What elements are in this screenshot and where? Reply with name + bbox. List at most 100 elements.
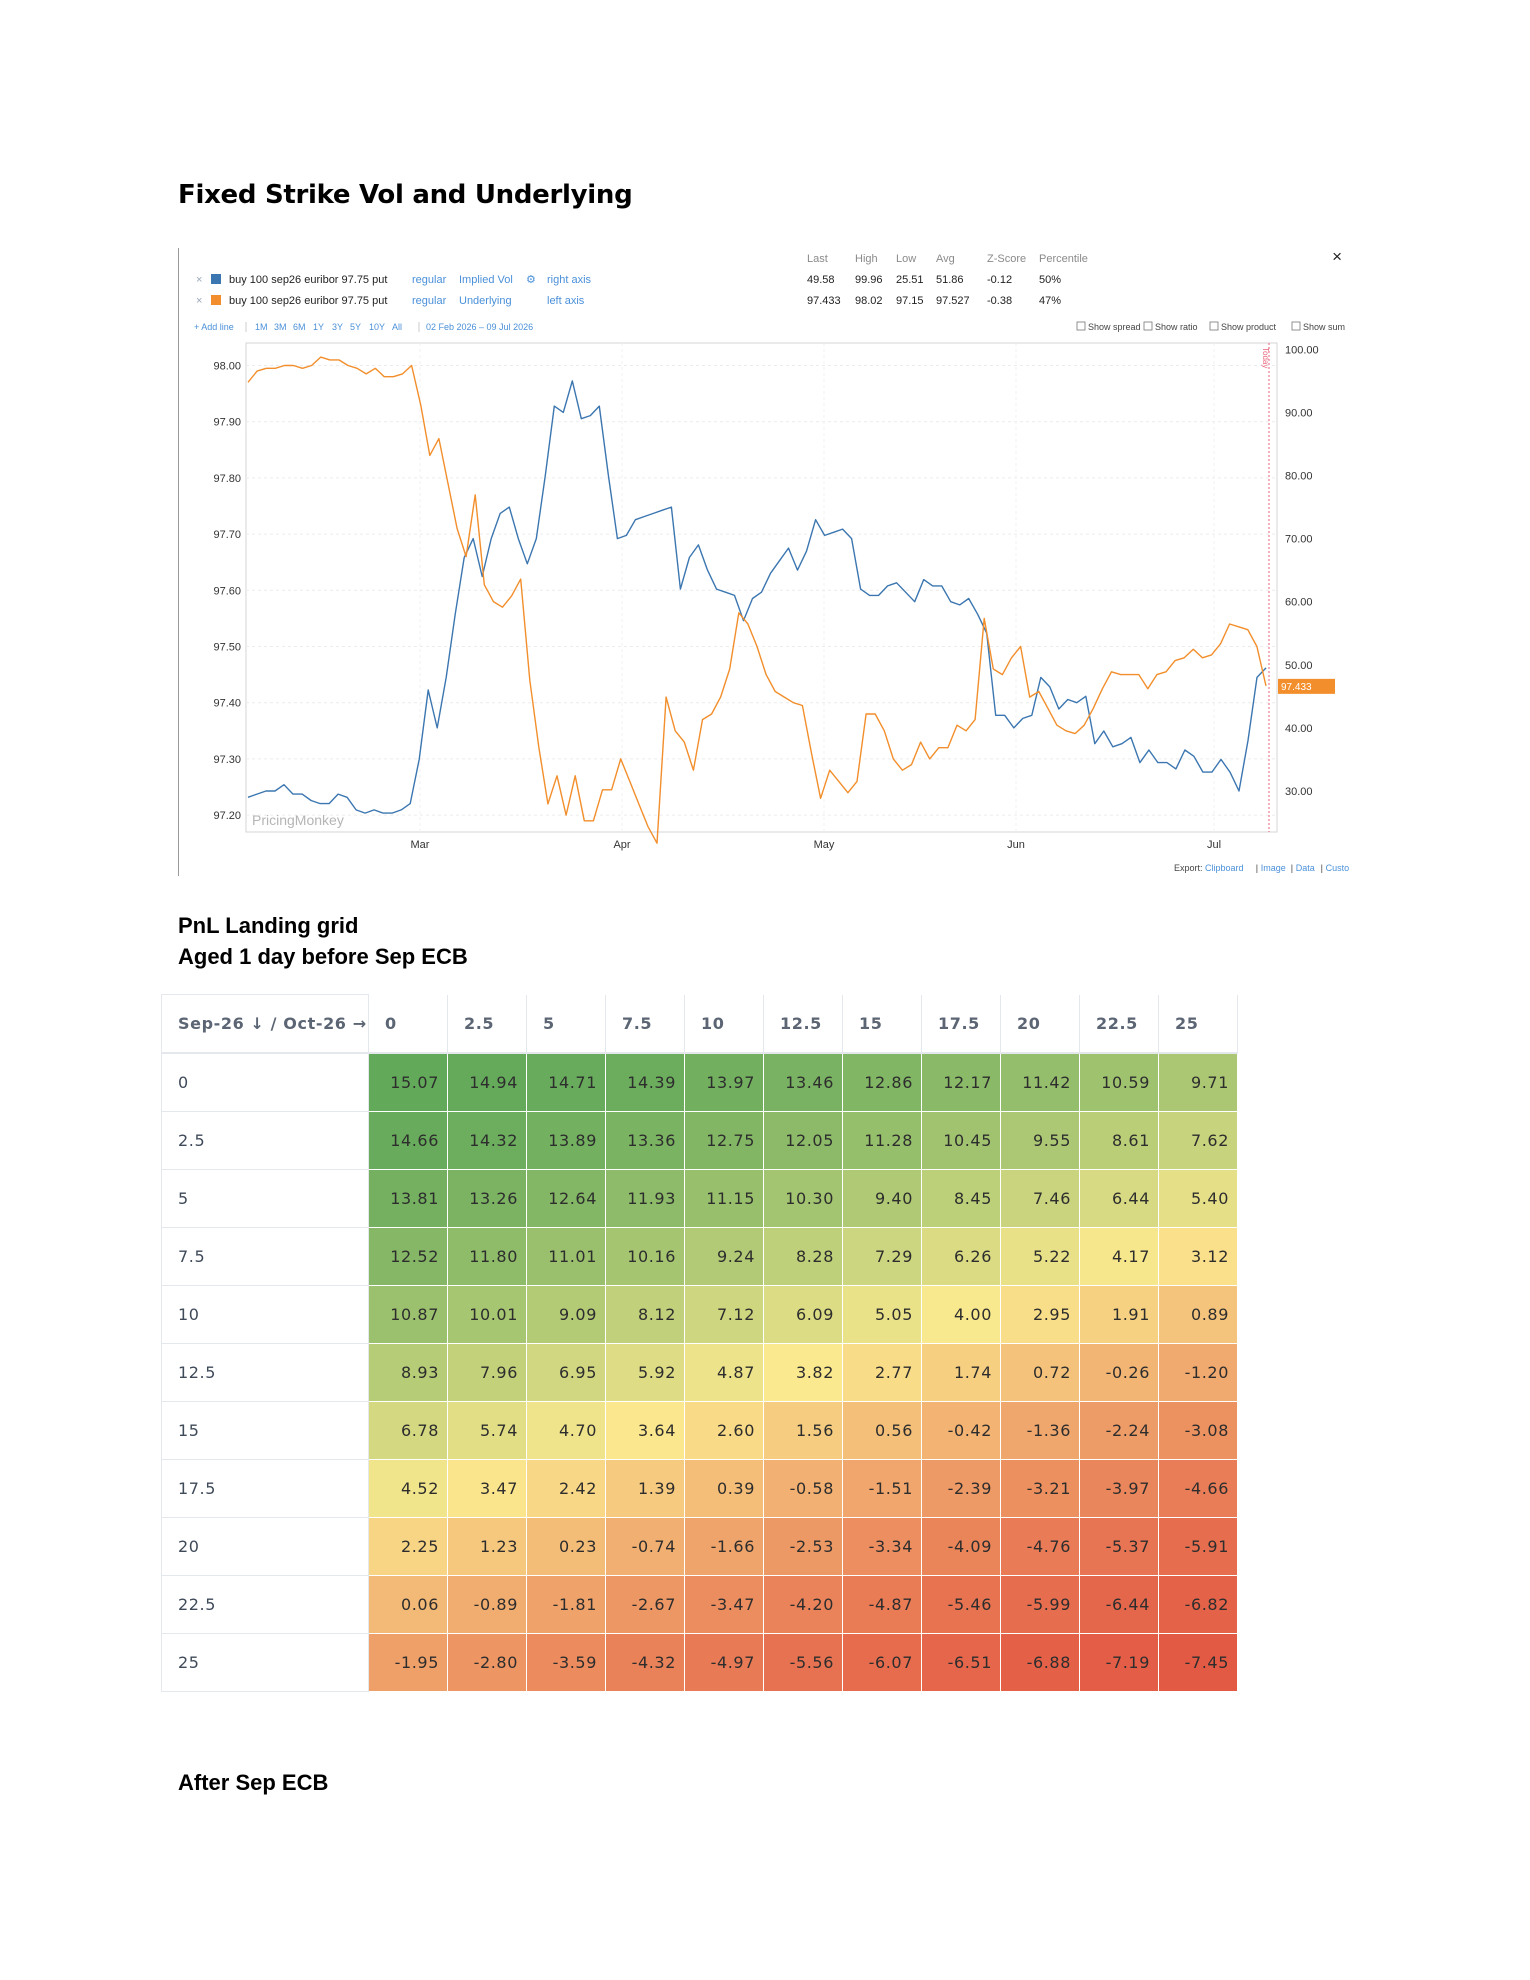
grid-cell: 14.32 (447, 1111, 527, 1170)
grid-cell: 0.72 (1000, 1343, 1080, 1402)
export-link-clipboard[interactable]: Clipboard (1205, 863, 1244, 873)
grid-cell: -1.20 (1158, 1343, 1238, 1402)
grid-cell: -3.08 (1158, 1401, 1238, 1460)
series-axis-link[interactable]: right axis (547, 274, 592, 286)
grid-cell: 13.97 (684, 1053, 764, 1112)
grid-column-header: 5 (526, 994, 606, 1054)
grid-cell: 7.62 (1158, 1111, 1238, 1170)
grid-column-header: 2.5 (447, 994, 527, 1054)
grid-cell: 5.22 (1000, 1227, 1080, 1286)
checkbox-show-spread[interactable] (1076, 321, 1086, 331)
range-button-10y[interactable]: 10Y (369, 322, 385, 332)
grid-column-header: 15 (842, 994, 922, 1054)
grid-cell: -4.97 (684, 1633, 764, 1692)
range-button-1m[interactable]: 1M (255, 322, 268, 332)
series-stat-value: 97.15 (896, 295, 924, 307)
grid-cell: -0.89 (447, 1575, 527, 1634)
grid-cell: 10.45 (921, 1111, 1001, 1170)
grid-cell: 13.89 (526, 1111, 606, 1170)
range-button-all[interactable]: All (392, 322, 402, 332)
section-title-after-ecb: After Sep ECB (178, 1770, 329, 1795)
export-link-image[interactable]: Image (1261, 863, 1286, 873)
range-button-6m[interactable]: 6M (293, 322, 306, 332)
range-button-3y[interactable]: 3Y (332, 322, 343, 332)
series-mode-link[interactable]: regular (412, 274, 447, 286)
export-link-data[interactable]: Data (1296, 863, 1315, 873)
date-range-label[interactable]: 02 Feb 2026 – 09 Jul 2026 (426, 322, 533, 332)
x-axis-tick-label: Apr (613, 839, 630, 851)
grid-row: 5 13.81 13.26 12.64 11.93 11.15 10.30 9.40 8.45 7… (161, 1169, 1238, 1228)
grid-cell: 12.05 (763, 1111, 843, 1170)
grid-row: 15 6.78 5.74 4.70 3.64 2.60 1.56 0.56 -0.42 -1.36… (161, 1401, 1238, 1460)
remove-series-icon[interactable]: × (196, 295, 202, 307)
grid-cell: 1.39 (605, 1459, 685, 1518)
grid-cell: 2.42 (526, 1459, 606, 1518)
grid-cell: -4.32 (605, 1633, 685, 1692)
grid-cell: 9.24 (684, 1227, 764, 1286)
grid-column-header: 7.5 (605, 994, 685, 1054)
grid-cell: -0.58 (763, 1459, 843, 1518)
left-axis-tick-label: 98.00 (213, 360, 241, 372)
series-stat-value: 51.86 (936, 274, 964, 286)
checkbox-show-sum[interactable] (1291, 321, 1301, 331)
grid-row-header: 12.5 (161, 1343, 369, 1402)
grid-cell: 11.15 (684, 1169, 764, 1228)
checkbox-show-ratio[interactable] (1143, 321, 1153, 331)
checkbox-show-product[interactable] (1209, 321, 1219, 331)
series-mode-link[interactable]: regular (412, 295, 447, 307)
right-axis-tick-label: 30.00 (1285, 786, 1313, 798)
checkbox-label: Show sum (1303, 322, 1345, 332)
grid-cell: 5.74 (447, 1401, 527, 1460)
grid-cell: -1.51 (842, 1459, 922, 1518)
grid-cell: -3.21 (1000, 1459, 1080, 1518)
grid-cell: 2.77 (842, 1343, 922, 1402)
series-label: buy 100 sep26 euribor 97.75 put (229, 274, 387, 286)
grid-cell: 11.28 (842, 1111, 922, 1170)
grid-cell: 12.64 (526, 1169, 606, 1228)
grid-cell: 3.12 (1158, 1227, 1238, 1286)
today-label: Today (1261, 347, 1270, 368)
grid-cell: 5.40 (1158, 1169, 1238, 1228)
close-icon[interactable]: × (1332, 248, 1342, 266)
grid-column-header: 12.5 (763, 994, 843, 1054)
grid-cell: 4.00 (921, 1285, 1001, 1344)
grid-cell: 7.96 (447, 1343, 527, 1402)
grid-cell: 3.82 (763, 1343, 843, 1402)
series-stat-value: 25.51 (896, 274, 924, 286)
grid-cell: -4.66 (1158, 1459, 1238, 1518)
series-stat-value: -0.38 (987, 295, 1012, 307)
export-link-custom[interactable]: Custom (1326, 863, 1349, 873)
grid-cell: -6.82 (1158, 1575, 1238, 1634)
grid-cell: 1.23 (447, 1517, 527, 1576)
checkbox-label: Show spread (1088, 322, 1141, 332)
export-separator: | (1256, 863, 1258, 873)
range-button-1y[interactable]: 1Y (313, 322, 324, 332)
range-button-3m[interactable]: 3M (274, 322, 287, 332)
right-axis-tick-label: 50.00 (1285, 660, 1313, 672)
grid-column-header: 0 (368, 994, 448, 1054)
grid-header-row: Sep-26 ↓ / Oct-26 → 0 2.5 5 7.5 10 12.5 15 17.5 2… (161, 994, 1238, 1054)
grid-cell: 7.46 (1000, 1169, 1080, 1228)
series-measure-link[interactable]: Implied Vol (459, 274, 513, 286)
range-button-5y[interactable]: 5Y (350, 322, 361, 332)
remove-series-icon[interactable]: × (196, 274, 202, 286)
grid-cell: 2.25 (368, 1517, 448, 1576)
grid-cell: -6.88 (1000, 1633, 1080, 1692)
grid-cell: -3.59 (526, 1633, 606, 1692)
grid-cell: -5.56 (763, 1633, 843, 1692)
grid-column-header: 22.5 (1079, 994, 1159, 1054)
settings-gear-icon[interactable]: ⚙ (526, 274, 536, 286)
series-axis-link[interactable]: left axis (547, 295, 585, 307)
series-label: buy 100 sep26 euribor 97.75 put (229, 295, 387, 307)
add-line-button[interactable]: + Add line (194, 322, 234, 332)
grid-cell: -5.99 (1000, 1575, 1080, 1634)
grid-cell: 12.17 (921, 1053, 1001, 1112)
grid-cell: 0.56 (842, 1401, 922, 1460)
grid-cell: -7.19 (1079, 1633, 1159, 1692)
grid-row: 10 10.87 10.01 9.09 8.12 7.12 6.09 5.05 4.00 2.95… (161, 1285, 1238, 1344)
grid-cell: -3.34 (842, 1517, 922, 1576)
grid-row-header: 20 (161, 1517, 369, 1576)
series-measure-link[interactable]: Underlying (459, 295, 512, 307)
grid-cell: 8.12 (605, 1285, 685, 1344)
grid-cell: -6.44 (1079, 1575, 1159, 1634)
